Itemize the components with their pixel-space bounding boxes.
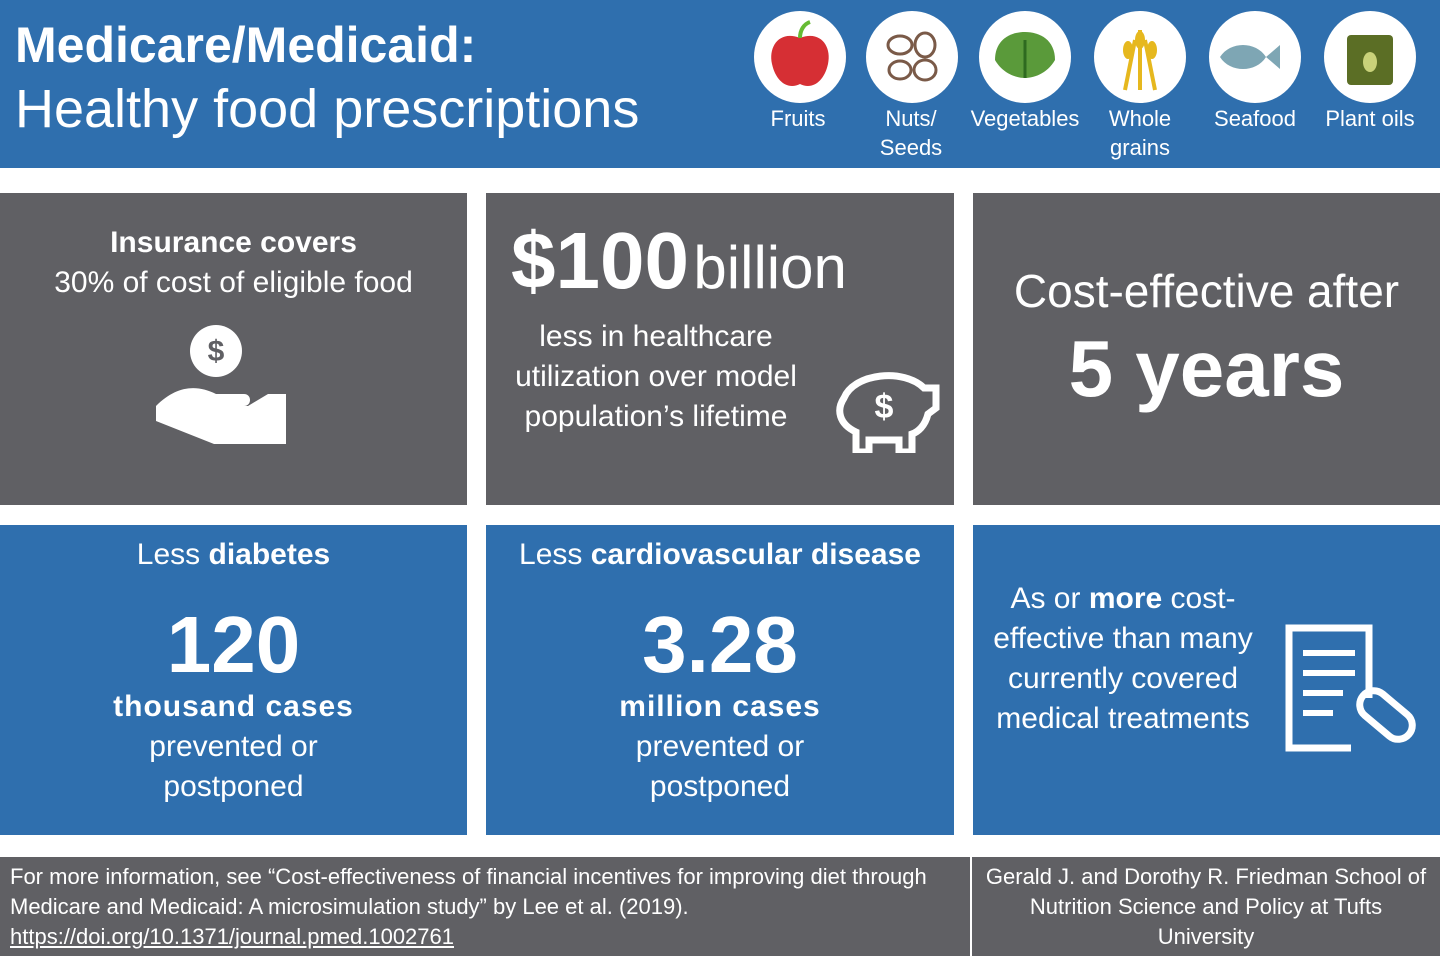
card-bold: Insurance covers (110, 226, 357, 259)
food-label: Vegetables (970, 106, 1080, 131)
card-diabetes: Less diabetes 120 thousand cases prevent… (0, 525, 467, 835)
card-bold: cardiovascular disease (590, 538, 921, 571)
institution-text: Gerald J. and Dorothy R. Friedman School… (985, 864, 1427, 949)
hand-coin-icon: $ (155, 325, 286, 444)
card-text: less in healthcare utilization over mode… (515, 320, 797, 433)
footer-institution: Gerald J. and Dorothy R. Friedman School… (972, 857, 1440, 956)
card-text: prevented or postponed (149, 730, 318, 803)
card-bold: diabetes (208, 538, 331, 571)
header: Medicare/Medicaid: Healthy food prescrip… (0, 0, 1440, 168)
big-unit: billion (693, 234, 847, 301)
card-coverage: Insurance covers 30% of cost of eligible… (0, 193, 467, 505)
card-cost-effective: Cost-effective after 5 years (973, 193, 1440, 505)
big-unit: million cases (619, 690, 821, 723)
card-text: prevented or postponed (635, 730, 805, 803)
card-comparison: As or more cost-effective than many curr… (973, 525, 1440, 835)
big-number: 5 years (1068, 324, 1345, 413)
card-lead: As or (1010, 582, 1081, 615)
card-text: 30% of cost of eligible food (54, 266, 413, 299)
piggy-icon: $ (836, 372, 940, 453)
food-label: Nuts/ Seeds (879, 106, 943, 160)
document-pill-icon (1285, 624, 1416, 752)
big-number: 120 (166, 600, 301, 689)
title-line2: Healthy food prescriptions (15, 79, 640, 139)
doi-link[interactable]: https://doi.org/10.1371/journal.pmed.100… (10, 924, 454, 949)
food-icons (754, 11, 1416, 103)
big-number: 3.28 (642, 600, 798, 689)
food-label: Fruits (770, 106, 826, 131)
food-label: Plant oils (1325, 106, 1415, 131)
food-label: Seafood (1214, 106, 1296, 131)
card-text: cost-effective than many currently cover… (993, 582, 1253, 735)
food-label: Whole grains (1108, 106, 1172, 160)
card-savings: $100 billion less in healthcare utilizat… (486, 193, 954, 505)
card-text: Cost-effective after (1013, 265, 1400, 317)
card-lead: Less (136, 538, 201, 571)
card-bold: more (1088, 582, 1163, 615)
svg-text:$: $ (207, 335, 224, 368)
title-line1: Medicare/Medicaid: (15, 17, 477, 73)
big-unit: thousand cases (113, 690, 354, 723)
svg-text:$: $ (875, 388, 894, 426)
card-lead: Less (519, 538, 583, 571)
citation-text: For more information, see “Cost-effectiv… (10, 864, 927, 919)
footer-citation: For more information, see “Cost-effectiv… (0, 857, 972, 956)
big-number: $100 (511, 216, 689, 305)
card-cvd: Less cardiovascular disease 3.28 million… (486, 525, 954, 835)
